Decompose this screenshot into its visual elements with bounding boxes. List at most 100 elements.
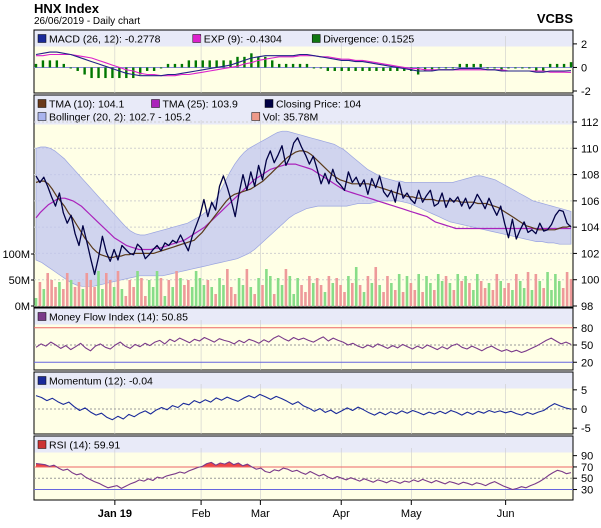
divergence-bar (548, 63, 552, 68)
divergence-bar (444, 67, 448, 69)
volume-bar (436, 274, 440, 306)
volume-bar (561, 288, 565, 306)
divergence-bar (340, 67, 343, 71)
divergence-bar (403, 67, 406, 71)
volume-bar (522, 288, 526, 306)
volume-bar (557, 281, 561, 306)
x-tick-label: May (401, 508, 422, 520)
volume-bar (144, 296, 147, 306)
divergence-bar (361, 67, 364, 71)
divergence-bar (152, 67, 156, 71)
volume-bar (112, 287, 116, 306)
volume-bar (245, 269, 249, 306)
volume-bar (472, 290, 475, 306)
divergence-bar (83, 67, 86, 75)
macd-legend-bg (34, 30, 573, 47)
divergence-bar (62, 63, 65, 68)
volume-bar (46, 273, 50, 306)
volume-bar (300, 285, 303, 306)
volume-bar (370, 283, 374, 306)
volume-bar (401, 292, 405, 306)
volume-bar (167, 280, 171, 306)
divergence-bar (201, 60, 204, 68)
volume-bar (171, 287, 174, 306)
momentum-ytick-label: -5 (581, 423, 591, 435)
volume-bar (538, 281, 542, 306)
volume-bar (147, 280, 151, 306)
mfi-legend-label: Money Flow Index (14): 50.85 (49, 312, 188, 324)
panel-price: TMA (10): 104.1 TMA (25): 103.9 Closing Pr… (2, 94, 599, 313)
volume-tick-label: 50M (9, 275, 30, 287)
volume-bar (331, 283, 335, 306)
price-ytick-label: 112 (581, 117, 599, 129)
divergence-bar (104, 67, 107, 79)
divergence-bar (111, 67, 114, 79)
volume-bar (448, 283, 452, 306)
volume-bar (202, 285, 206, 306)
volume-bar (229, 287, 233, 306)
mfi-line (35, 335, 572, 354)
volume-bar (194, 271, 198, 306)
rsi-ytick-label: 90 (581, 451, 593, 463)
x-tick-label: Mar (251, 508, 270, 520)
volume-bar (101, 289, 104, 306)
volume-bar (569, 279, 573, 306)
mfi-legend-swatch (37, 312, 47, 321)
volume-bar (284, 269, 288, 306)
divergence-bar (319, 67, 323, 69)
volume-bar (85, 273, 89, 306)
volume-bar (323, 292, 327, 306)
volume-bar (237, 278, 241, 306)
volume-bar (120, 289, 124, 306)
volume-bar (374, 267, 378, 306)
volume-bar (58, 282, 61, 306)
divergence-bar (250, 53, 253, 68)
divergence-bar (500, 67, 503, 71)
volume-bar (218, 278, 221, 306)
volume-bar (179, 278, 182, 306)
volume-bar (405, 276, 409, 306)
volume-bar (155, 271, 159, 306)
volume-bar (214, 294, 217, 306)
macd-legend-swatch (37, 34, 47, 43)
divergence-bar (326, 67, 330, 71)
mfi-ytick-label: 50 (581, 340, 593, 352)
volume-bar (304, 292, 307, 306)
volume-bar (351, 283, 354, 306)
divergence-bar (389, 67, 392, 71)
divergence-bar (264, 56, 267, 68)
volume-tick-label: 0M (15, 301, 30, 313)
volume-bar (534, 274, 538, 306)
volume-bar (226, 269, 229, 306)
divergence-bar (555, 63, 559, 68)
rsi-legend-swatch (37, 440, 47, 449)
price-legend-label: TMA (25): 103.9 (163, 99, 238, 111)
volume-bar (499, 281, 503, 306)
volume-bar (186, 280, 190, 306)
price-legend-swatch (151, 99, 160, 108)
volume-bar (206, 280, 210, 306)
momentum-ytick-label: 0 (581, 404, 587, 416)
volume-bar (276, 278, 280, 306)
divergence-bar (479, 63, 482, 68)
volume-bar (269, 276, 272, 306)
divergence-bar (562, 63, 566, 68)
volume-bar (542, 288, 545, 306)
volume-bar (116, 271, 120, 306)
momentum-legend-label: Momentum (12): -0.04 (49, 376, 153, 388)
divergence-bar (90, 67, 93, 79)
volume-bar (456, 274, 460, 306)
divergence-bar (208, 60, 211, 68)
divergence-bar (486, 67, 489, 69)
rsi-ytick-label: 30 (581, 485, 593, 497)
volume-bar (249, 287, 253, 306)
macd-legend-label: MACD (26, 12): -0.2778 (49, 34, 161, 46)
volume-bar (50, 280, 53, 306)
volume-bar (140, 278, 143, 306)
volume-bar (429, 283, 432, 306)
panel-mfi: Money Flow Index (14): 50.85 20 50 80 (33, 307, 593, 371)
volume-bar (530, 290, 534, 306)
divergence-bar (69, 67, 72, 69)
price-legend-swatch (37, 112, 47, 121)
